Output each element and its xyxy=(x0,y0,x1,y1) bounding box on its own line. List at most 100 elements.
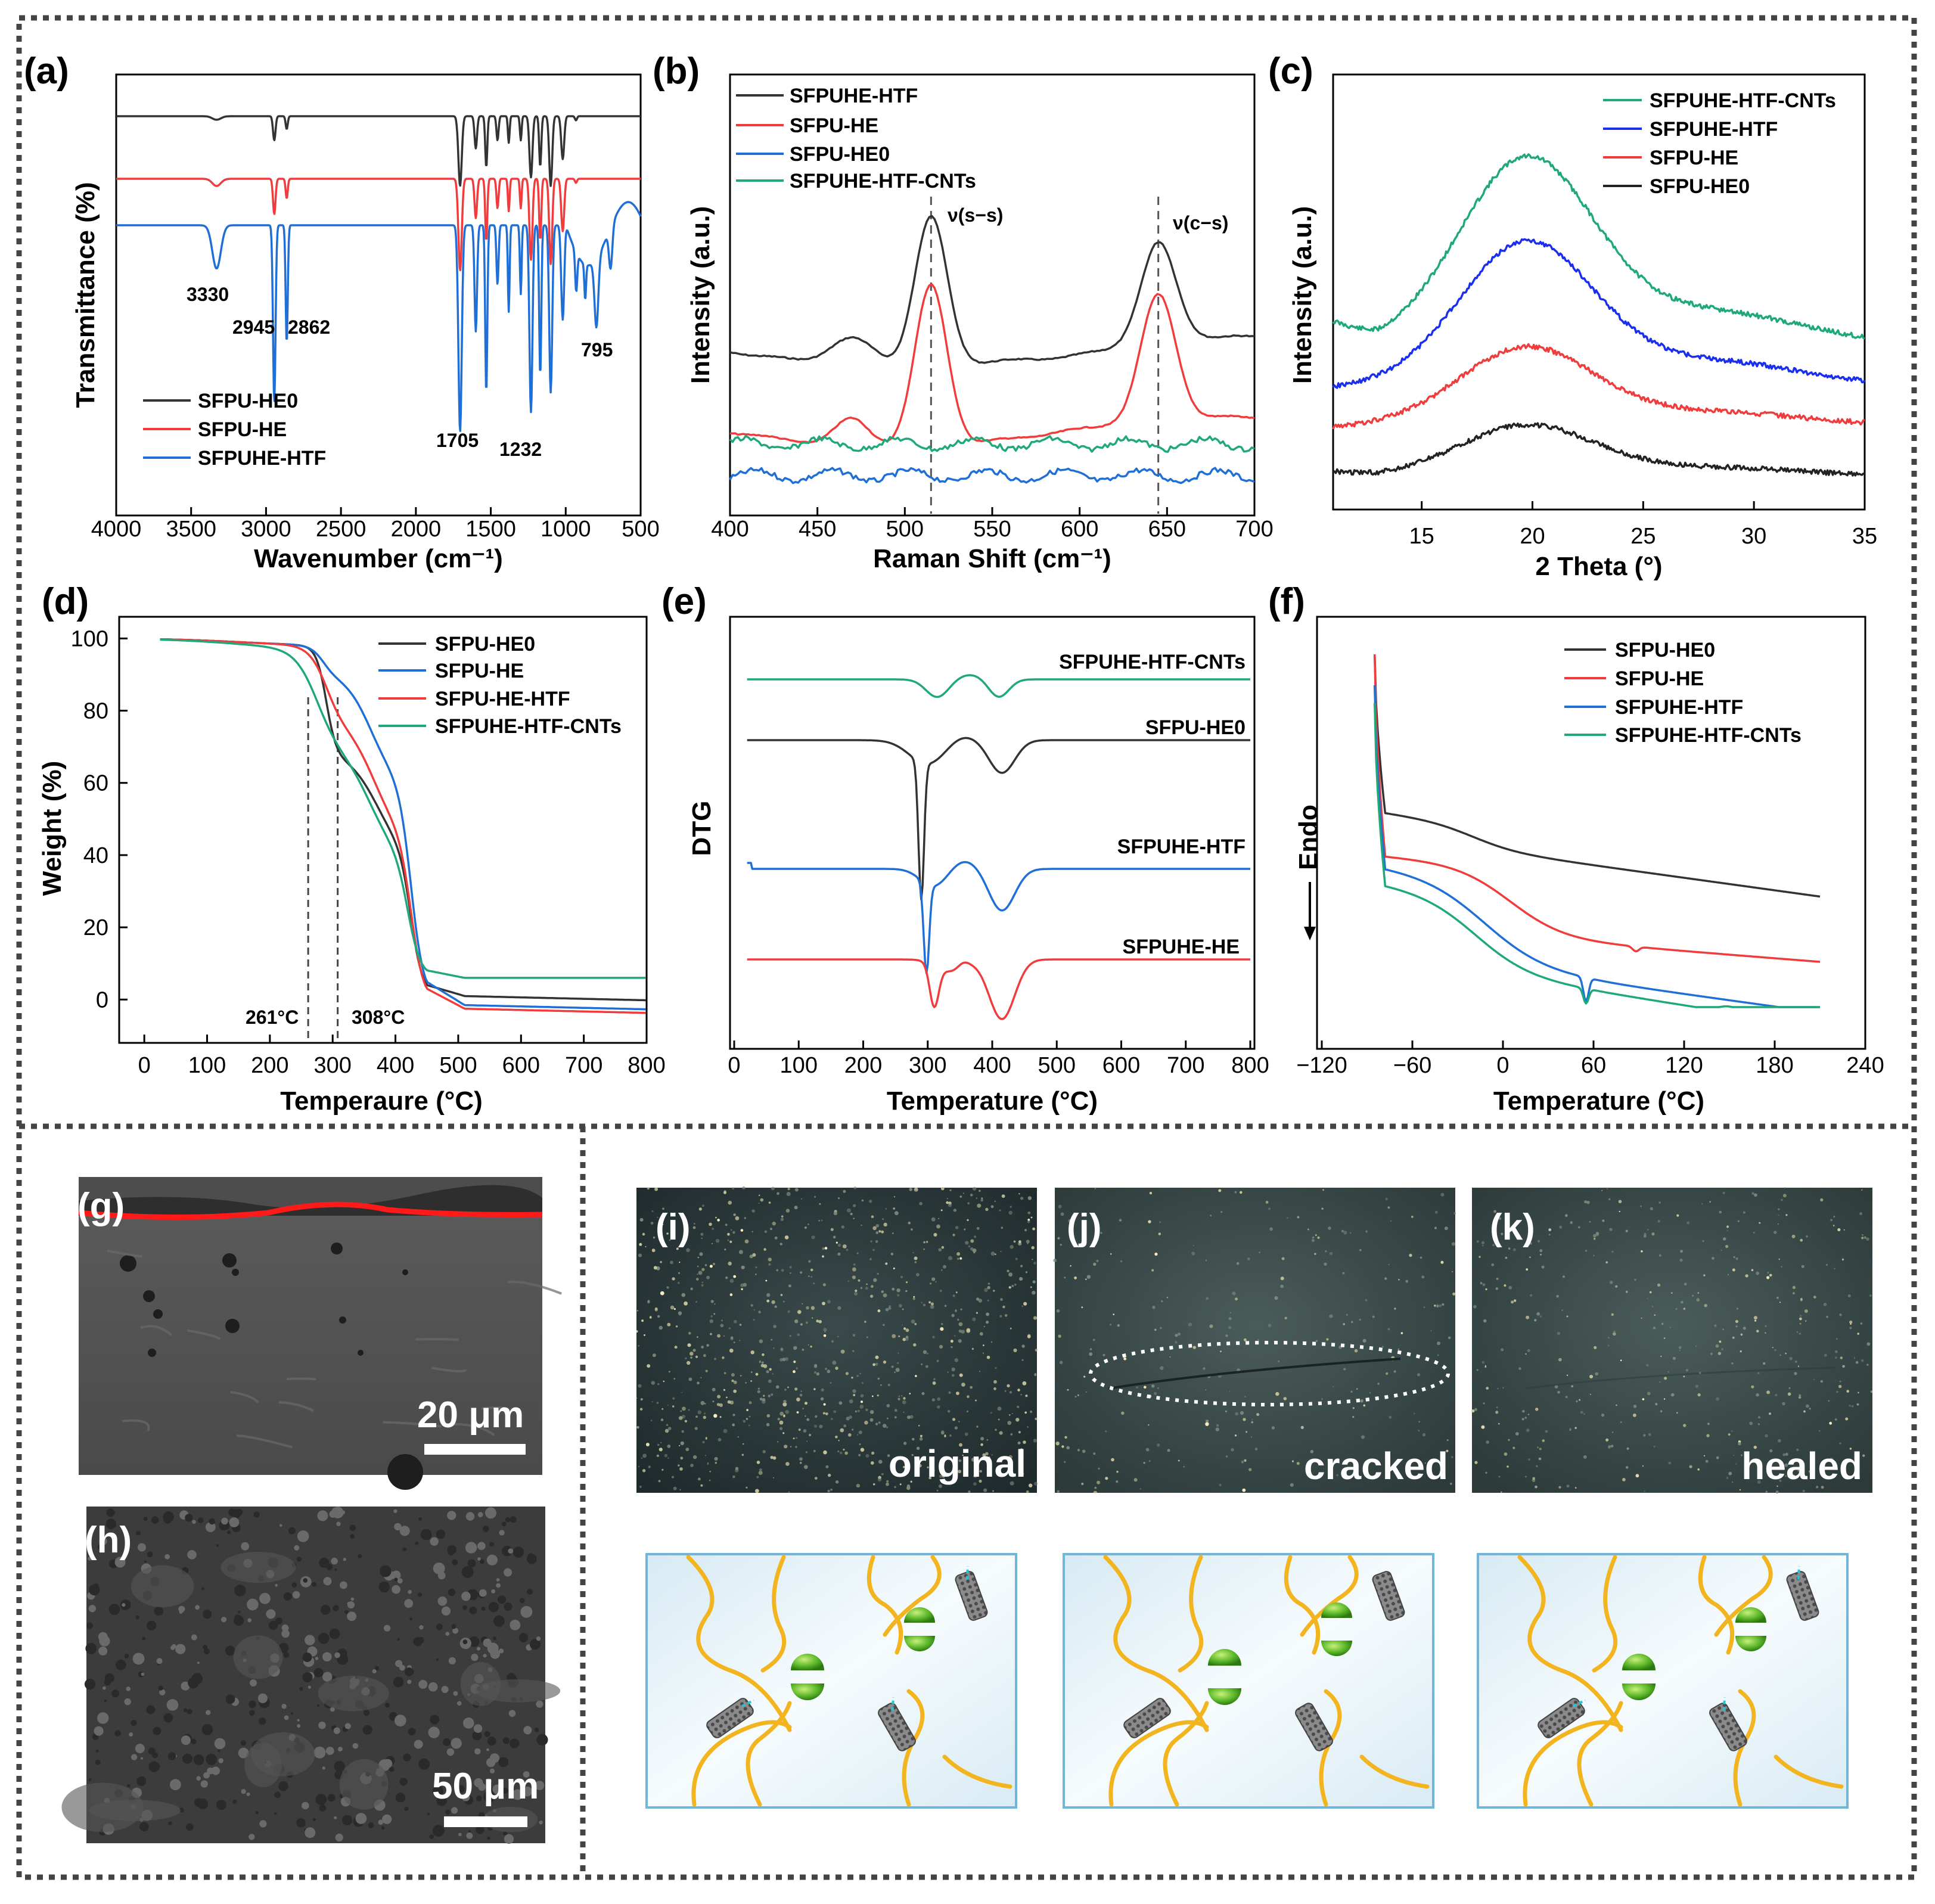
panel-j-speck-177 xyxy=(1452,1292,1456,1296)
panel-i-speck-66 xyxy=(713,1414,718,1418)
panel-i-speck-551 xyxy=(858,1409,860,1412)
panel-h-particle-389 xyxy=(399,1526,410,1536)
panel-k-speck-326 xyxy=(1738,1442,1741,1446)
panel-i-speck-433 xyxy=(813,1449,816,1452)
panel-i-speck-540 xyxy=(788,1491,790,1493)
panel-h-particle-491 xyxy=(341,1510,346,1515)
panel-j-speck-132 xyxy=(1251,1436,1253,1438)
panel-i-speck-46 xyxy=(678,1464,680,1467)
panel-g-pore-8 xyxy=(339,1316,346,1324)
panel-i-speck-486 xyxy=(979,1479,982,1483)
panel-h-particle-344 xyxy=(146,1705,156,1714)
panel-h-particle-201 xyxy=(206,1710,211,1715)
panel-i-speck-171 xyxy=(765,1279,768,1282)
panel-i-speck-458 xyxy=(951,1374,955,1377)
panel-j-speck-11 xyxy=(1148,1424,1150,1426)
panel-i-speck-560 xyxy=(780,1347,784,1350)
panel-k-speck-38 xyxy=(1512,1248,1516,1251)
panel-c-label: (c) xyxy=(1268,51,1313,92)
panel-h-particle-500 xyxy=(493,1636,496,1641)
panel-i-speck-209 xyxy=(800,1271,803,1274)
panel-h-sem-image: (h) 50 μm xyxy=(61,1507,561,1844)
panel-b-x-tick-label-2: 500 xyxy=(886,517,924,542)
panel-i-speck-899 xyxy=(843,1448,845,1451)
panel-i-speck-615 xyxy=(964,1228,966,1231)
panel-k-speck-371 xyxy=(1828,1400,1830,1402)
panel-i-speck-274 xyxy=(950,1340,953,1343)
panel-i-speck-709 xyxy=(966,1328,971,1332)
schematic-chain-0-0 xyxy=(686,1555,792,1732)
panel-i-speck-370 xyxy=(897,1352,899,1354)
panel-f-series-3 xyxy=(1373,703,1820,1008)
panel-j-speck-195 xyxy=(1235,1297,1238,1301)
panel-k-speck-367 xyxy=(1481,1425,1485,1429)
panel-i-speck-90 xyxy=(814,1424,818,1428)
panel-k-speck-236 xyxy=(1835,1356,1837,1359)
schematic-disulfide2-half-bottom-1 xyxy=(1321,1641,1352,1656)
panel-j-speck-211 xyxy=(1328,1226,1331,1230)
panel-g-texture-2 xyxy=(278,1401,314,1412)
panel-i-speck-207 xyxy=(838,1440,840,1442)
panel-d-series-2 xyxy=(160,638,646,1014)
panel-j-caption: cracked xyxy=(1304,1445,1448,1487)
panel-k-label: (k) xyxy=(1490,1207,1535,1248)
panel-h-particle-56 xyxy=(181,1681,190,1691)
panel-j-speck-57 xyxy=(1205,1422,1209,1426)
panel-i-speck-649 xyxy=(1027,1426,1029,1428)
panel-i-speck-612 xyxy=(865,1454,869,1458)
panel-h-particle-416 xyxy=(103,1686,106,1690)
panel-i-speck-303 xyxy=(823,1334,827,1337)
panel-d-onset-markers xyxy=(307,697,339,1043)
panel-b-raman: (b) 400 450 500 550 600 650 700 Raman Shift (c… xyxy=(653,51,1274,573)
panel-i-speck-276 xyxy=(648,1465,651,1468)
panel-a-x-tick-label-1: 3500 xyxy=(166,517,216,542)
panel-i-speck-188 xyxy=(897,1362,899,1364)
panel-k-speck-110 xyxy=(1769,1449,1773,1453)
panel-k-speck-318 xyxy=(1813,1296,1816,1299)
panel-i-speck-82 xyxy=(880,1384,882,1386)
panel-i-speck-3 xyxy=(886,1426,889,1428)
panel-i-speck-760 xyxy=(1030,1286,1032,1288)
panel-j-speck-227 xyxy=(1360,1399,1363,1403)
panel-i-speck-721 xyxy=(831,1418,833,1420)
panel-k-speck-89 xyxy=(1862,1234,1863,1236)
panel-j-speck-160 xyxy=(1393,1370,1396,1373)
panel-k-speck-415 xyxy=(1835,1338,1838,1340)
panel-k-speck-77 xyxy=(1608,1344,1610,1346)
panel-h-particle-286 xyxy=(519,1598,525,1604)
panel-h-particle-391 xyxy=(97,1712,109,1724)
panel-i-speck-371 xyxy=(642,1469,646,1473)
panel-j-speck-255 xyxy=(1158,1232,1161,1235)
panel-i-speck-653 xyxy=(966,1411,968,1412)
panel-h-particle-165 xyxy=(268,1620,278,1630)
panel-i-speck-357 xyxy=(949,1434,952,1437)
panel-j-speck-193 xyxy=(1398,1279,1400,1281)
panel-j-speck-217 xyxy=(1342,1272,1345,1275)
panel-i-speck-246 xyxy=(688,1409,690,1411)
panel-i-speck-159 xyxy=(755,1372,759,1376)
panel-i-speck-541 xyxy=(919,1437,923,1441)
panel-k-speck-26 xyxy=(1530,1294,1533,1297)
panel-i-speck-575 xyxy=(857,1434,859,1436)
panel-k-speck-230 xyxy=(1501,1491,1502,1493)
panel-a-label: (a) xyxy=(24,51,69,92)
panel-i-speck-130 xyxy=(852,1389,856,1393)
panel-i-speck-781 xyxy=(860,1287,863,1290)
panel-k-speck-44 xyxy=(1567,1374,1569,1376)
panel-i-speck-334 xyxy=(961,1330,965,1334)
panel-d-x-tick-label-2: 200 xyxy=(251,1053,288,1078)
panel-h-particle-299 xyxy=(196,1776,201,1781)
panel-k-speck-344 xyxy=(1618,1200,1622,1204)
panel-i-speck-577 xyxy=(688,1332,691,1335)
panel-j-speck-52 xyxy=(1343,1323,1345,1325)
panel-k-speck-250 xyxy=(1778,1215,1779,1216)
panel-k-speck-388 xyxy=(1816,1486,1819,1489)
panel-b-x-tick-label-1: 450 xyxy=(799,517,836,542)
panel-j-speck-229 xyxy=(1225,1455,1228,1458)
panel-i-speck-531 xyxy=(689,1352,694,1356)
panel-i-speck-354 xyxy=(672,1405,675,1408)
panel-i-speck-548 xyxy=(903,1327,906,1330)
panel-i-speck-713 xyxy=(1001,1226,1004,1229)
panel-j-speck-55 xyxy=(1265,1201,1269,1204)
panel-i-speck-764 xyxy=(827,1489,830,1493)
